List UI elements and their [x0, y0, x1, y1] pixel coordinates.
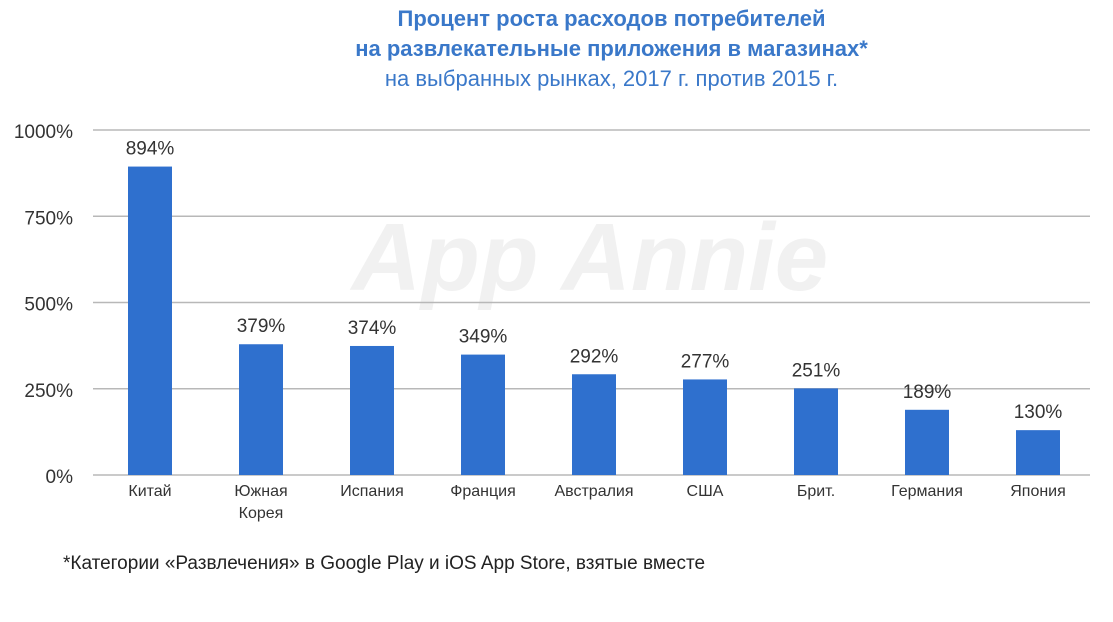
y-tick-label: 750% [24, 208, 73, 229]
chart-title-line-2: на развлекательные приложения в магазина… [355, 36, 868, 61]
chart-subtitle: на выбранных рынках, 2017 г. против 2015… [384, 66, 839, 91]
x-category-label: Брит. [797, 483, 835, 500]
footnote: *Категории «Развлечения» в Google Play и… [63, 553, 706, 574]
bar-value-label: 277% [681, 351, 730, 372]
bar-value-label: 189% [903, 382, 952, 403]
bar-value-label: 349% [459, 327, 508, 348]
bar-value-label: 251% [792, 360, 841, 381]
x-category-label: Южная [234, 483, 287, 500]
chart-title-line-1: Процент роста расходов потребителей [397, 6, 826, 31]
x-category-label: Австралия [554, 483, 633, 500]
bar [461, 354, 505, 475]
bar [239, 344, 283, 475]
y-tick-label: 1000% [14, 122, 73, 143]
bar [683, 379, 727, 475]
x-category-label: Франция [450, 483, 516, 500]
bar-value-label: 379% [237, 316, 286, 337]
x-category-label: Китай [128, 483, 171, 500]
x-category-label: Испания [340, 483, 404, 500]
bar-value-label: 130% [1014, 402, 1063, 423]
bar [572, 374, 616, 475]
x-category-label: Германия [891, 483, 963, 500]
chart-title-block: Процент роста расходов потребителей на р… [0, 4, 1113, 94]
bar [905, 409, 949, 475]
bar [794, 388, 838, 475]
y-tick-label: 0% [46, 467, 74, 488]
watermark-text: App Annie [350, 204, 828, 311]
y-tick-label: 250% [24, 381, 73, 402]
y-tick-label: 500% [24, 295, 73, 316]
bar [1016, 430, 1060, 475]
x-category-label: Япония [1010, 483, 1066, 500]
bar-value-label: 292% [570, 346, 619, 367]
x-category-label: Корея [239, 505, 284, 522]
bar-value-label: 894% [126, 139, 175, 160]
bar-value-label: 374% [348, 318, 397, 339]
x-category-label: США [687, 483, 724, 500]
bar [350, 345, 394, 475]
bar [128, 166, 172, 475]
